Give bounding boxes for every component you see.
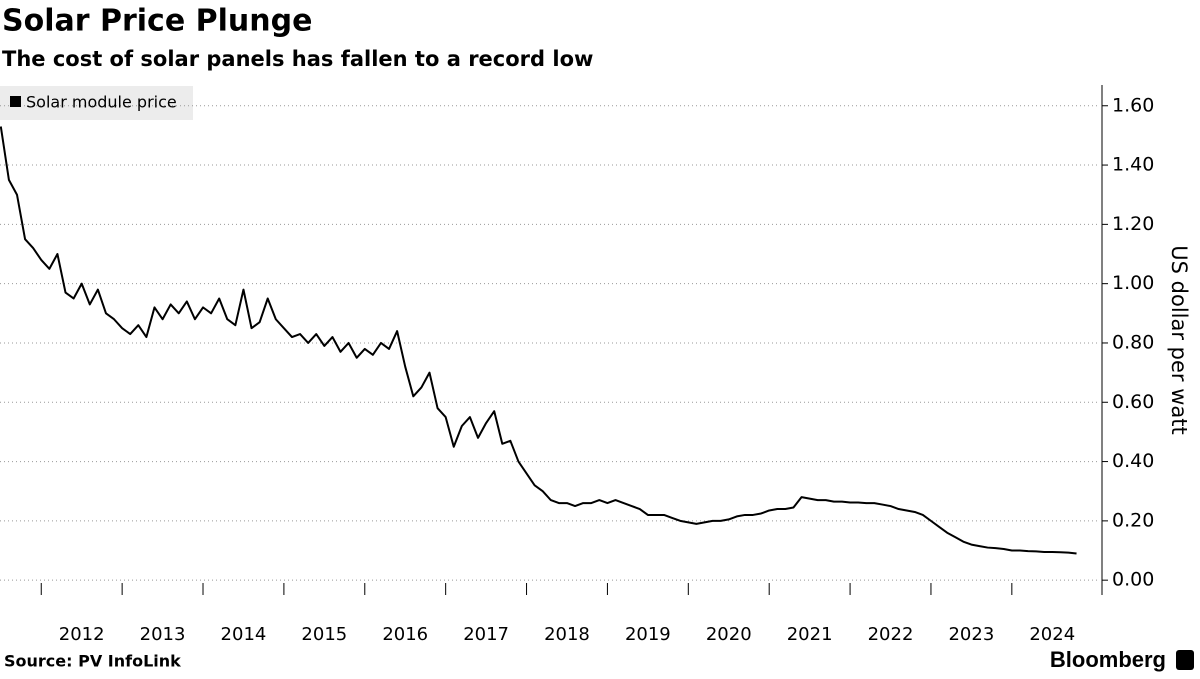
x-tick-label: 2024 — [1029, 624, 1075, 645]
source: Source: PV InfoLink — [4, 652, 181, 671]
x-tick-label: 2020 — [706, 624, 752, 645]
x-tick-label: 2014 — [221, 624, 267, 645]
chart-title: Solar Price Plunge — [2, 4, 312, 39]
x-tick-label: 2017 — [463, 624, 509, 645]
x-tick-label: 2016 — [382, 624, 428, 645]
x-tick-label: 2012 — [59, 624, 105, 645]
x-tick-label: 2023 — [948, 624, 994, 645]
x-tick-label: 2015 — [301, 624, 347, 645]
y-tick-label: 0.00 — [1112, 569, 1154, 591]
legend-label: Solar module price — [26, 93, 177, 112]
x-tick-label: 2018 — [544, 624, 590, 645]
y-tick-label: 1.60 — [1112, 94, 1154, 116]
x-tick-label: 2013 — [140, 624, 186, 645]
y-tick-label: 1.20 — [1112, 213, 1154, 235]
y-axis-label: US dollar per watt — [1167, 245, 1191, 434]
brand: Bloomberg — [1050, 647, 1166, 672]
legend-box — [0, 86, 193, 120]
y-tick-label: 1.40 — [1112, 154, 1154, 176]
legend-swatch — [10, 96, 21, 107]
y-tick-label: 0.60 — [1112, 391, 1154, 413]
y-tick-label: 0.40 — [1112, 450, 1154, 472]
y-tick-label: 1.00 — [1112, 272, 1154, 294]
chart-subtitle: The cost of solar panels has fallen to a… — [2, 47, 593, 71]
x-tick-label: 2019 — [625, 624, 671, 645]
y-tick-label: 0.80 — [1112, 331, 1154, 353]
y-tick-label: 0.20 — [1112, 509, 1154, 531]
x-tick-label: 2021 — [787, 624, 833, 645]
x-tick-label: 2022 — [868, 624, 914, 645]
series-line — [0, 126, 1077, 555]
brand-icon — [1176, 650, 1194, 670]
